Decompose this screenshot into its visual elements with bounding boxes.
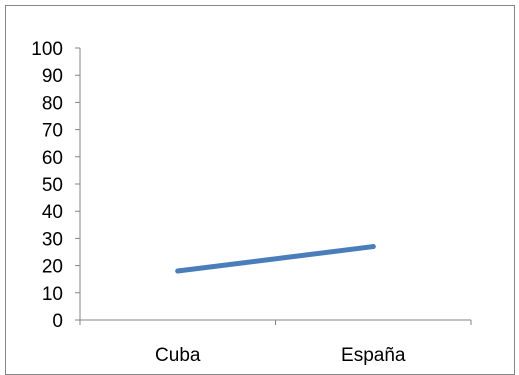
y-tick-label: 20 [42, 257, 63, 278]
series-line [175, 244, 376, 274]
chart-frame [5, 5, 515, 375]
y-tick-label: 10 [42, 284, 63, 305]
line-chart: 0 10 20 30 40 50 60 70 80 90 100 Cuba España [31, 39, 472, 365]
x-tick-label: España [341, 345, 406, 365]
series-group [175, 244, 376, 274]
y-tick-marks [75, 47, 80, 321]
y-tick-label: 80 [42, 93, 63, 114]
y-tick-label: 0 [52, 311, 63, 332]
y-tick-labels: 0 10 20 30 40 50 60 70 80 90 100 [31, 39, 63, 332]
y-tick-label: 60 [42, 148, 63, 169]
data-point [175, 268, 181, 274]
x-tick-label: Cuba [155, 345, 201, 365]
y-tick-label: 50 [42, 175, 63, 196]
data-point [370, 244, 376, 250]
x-tick-marks [79, 320, 472, 325]
y-tick-label: 90 [42, 66, 63, 87]
y-tick-label: 40 [42, 202, 63, 223]
y-tick-label: 70 [42, 121, 63, 142]
x-tick-labels: Cuba España [155, 345, 406, 365]
y-tick-label: 30 [42, 229, 63, 250]
y-tick-label: 100 [31, 39, 63, 60]
